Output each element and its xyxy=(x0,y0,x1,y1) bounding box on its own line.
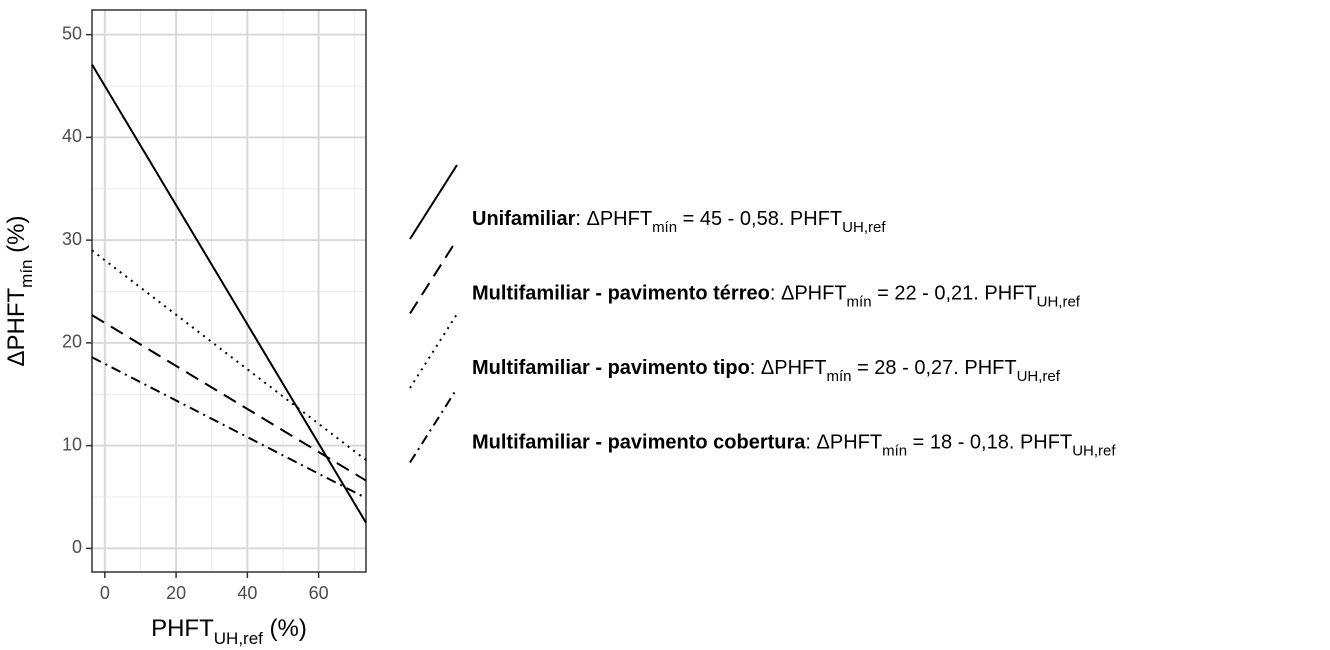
legend-formula: = 45 - 0,58. PHFT xyxy=(677,208,842,230)
axis-title-part: ΔPHFT xyxy=(3,287,30,366)
legend-label: Multifamiliar - pavimento tipo: ΔPHFTmín… xyxy=(472,357,1061,385)
y-tick-label: 0 xyxy=(72,537,82,557)
legend-formula-sub: UH,ref xyxy=(1072,443,1116,460)
legend-formula-sub: UH,ref xyxy=(1017,368,1061,385)
axis-title-part: (%) xyxy=(3,215,30,259)
x-axis-title: PHFTUH,ref (%) xyxy=(151,615,307,648)
series-line xyxy=(91,356,367,499)
legend-formula: = 28 - 0,27. PHFT xyxy=(852,357,1017,379)
y-tick-label: 50 xyxy=(62,23,82,43)
y-tick-label: 30 xyxy=(62,229,82,249)
legend-formula-sub: mín xyxy=(652,219,677,236)
axis-title-part: PHFT xyxy=(151,615,214,642)
legend-formula-sub: mín xyxy=(827,368,852,385)
legend-name: Multifamiliar - pavimento tipo xyxy=(472,357,750,379)
legend-name: Multifamiliar - pavimento cobertura xyxy=(472,432,806,454)
legend-label: Multifamiliar - pavimento térreo: ΔPHFTm… xyxy=(472,283,1081,311)
y-tick-label: 10 xyxy=(62,434,82,454)
legend-key xyxy=(409,238,458,315)
x-tick-label: 40 xyxy=(237,583,257,603)
x-tick-label: 20 xyxy=(166,583,186,603)
legend-formula-sub: UH,ref xyxy=(842,219,886,236)
legend-formula: : ΔPHFT xyxy=(770,283,847,305)
legend-key xyxy=(409,387,458,464)
y-tick-label: 40 xyxy=(62,126,82,146)
axis-title-sub: UH,ref xyxy=(214,629,263,648)
legend-formula-sub: UH,ref xyxy=(1037,294,1081,311)
legend-formula-sub: mín xyxy=(847,294,872,311)
legend-key xyxy=(409,313,458,389)
legend-formula: : ΔPHFT xyxy=(575,208,652,230)
legend-label: Unifamiliar: ΔPHFTmín = 45 - 0,58. PHFTU… xyxy=(472,208,886,236)
series-line xyxy=(91,314,367,482)
axis-title-part: (%) xyxy=(263,615,307,642)
legend-label: Multifamiliar - pavimento cobertura: ΔPH… xyxy=(472,432,1116,460)
plot-border xyxy=(91,9,367,573)
x-tick-label: 60 xyxy=(309,583,329,603)
legend-formula: : ΔPHFT xyxy=(750,357,827,379)
x-tick-label: 0 xyxy=(100,583,110,603)
legend-name: Multifamiliar - pavimento térreo xyxy=(472,283,770,305)
legend-key xyxy=(409,164,458,240)
legend-formula: : ΔPHFT xyxy=(805,432,882,454)
legend-formula-sub: mín xyxy=(882,443,907,460)
series-line xyxy=(91,63,367,524)
y-axis-title: ΔPHFTmín (%) xyxy=(3,215,36,366)
legend-name: Unifamiliar xyxy=(472,208,576,230)
legend-formula: = 22 - 0,21. PHFT xyxy=(872,283,1037,305)
series-line xyxy=(91,249,367,461)
legend-formula: = 18 - 0,18. PHFT xyxy=(907,432,1072,454)
y-tick-label: 20 xyxy=(62,332,82,352)
axis-title-sub: mín xyxy=(17,259,36,287)
